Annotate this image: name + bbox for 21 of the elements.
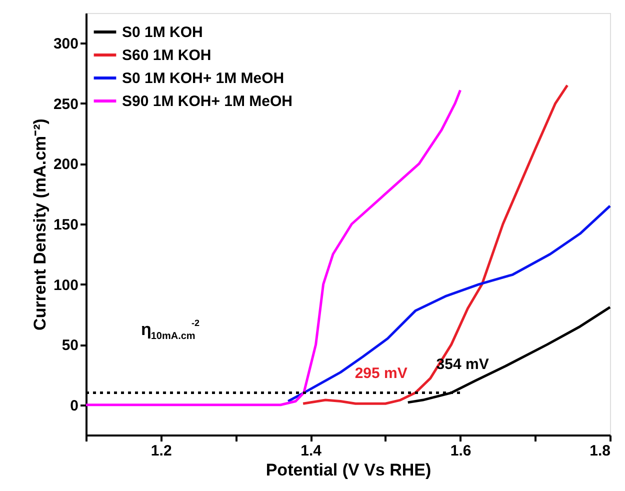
x-tick-label: 1.6 [450, 442, 472, 460]
x-tick-label: 1.8 [590, 442, 610, 460]
line-series [84, 88, 462, 406]
line-series [302, 84, 569, 405]
y-tick-label: 200 [53, 156, 78, 174]
x-tick-label: 1.2 [150, 442, 172, 460]
y-tick-label: 300 [53, 36, 78, 53]
x-tick-label: 1.4 [300, 442, 322, 460]
legend-label: S0 1M KOH [122, 24, 203, 41]
legend-label: S60 1M KOH [122, 47, 212, 64]
y-axis-title: Current Density (mA.cm⁻²) [30, 118, 50, 330]
y-tick-label: 50 [62, 337, 78, 354]
legend-label: S0 1M KOH+ 1M MeOH [122, 70, 284, 87]
y-tick-label: 0 [70, 397, 78, 414]
x-axis-title: Potential (V Vs RHE) [266, 460, 432, 480]
annotation: 295 mV [354, 364, 408, 382]
legend-label: S90 1M KOH+ 1M MeOH [122, 93, 292, 110]
y-tick-label: 150 [53, 216, 78, 234]
y-tick-label: 100 [53, 276, 78, 294]
y-tick-label: 250 [53, 96, 78, 113]
line-series [286, 204, 612, 402]
